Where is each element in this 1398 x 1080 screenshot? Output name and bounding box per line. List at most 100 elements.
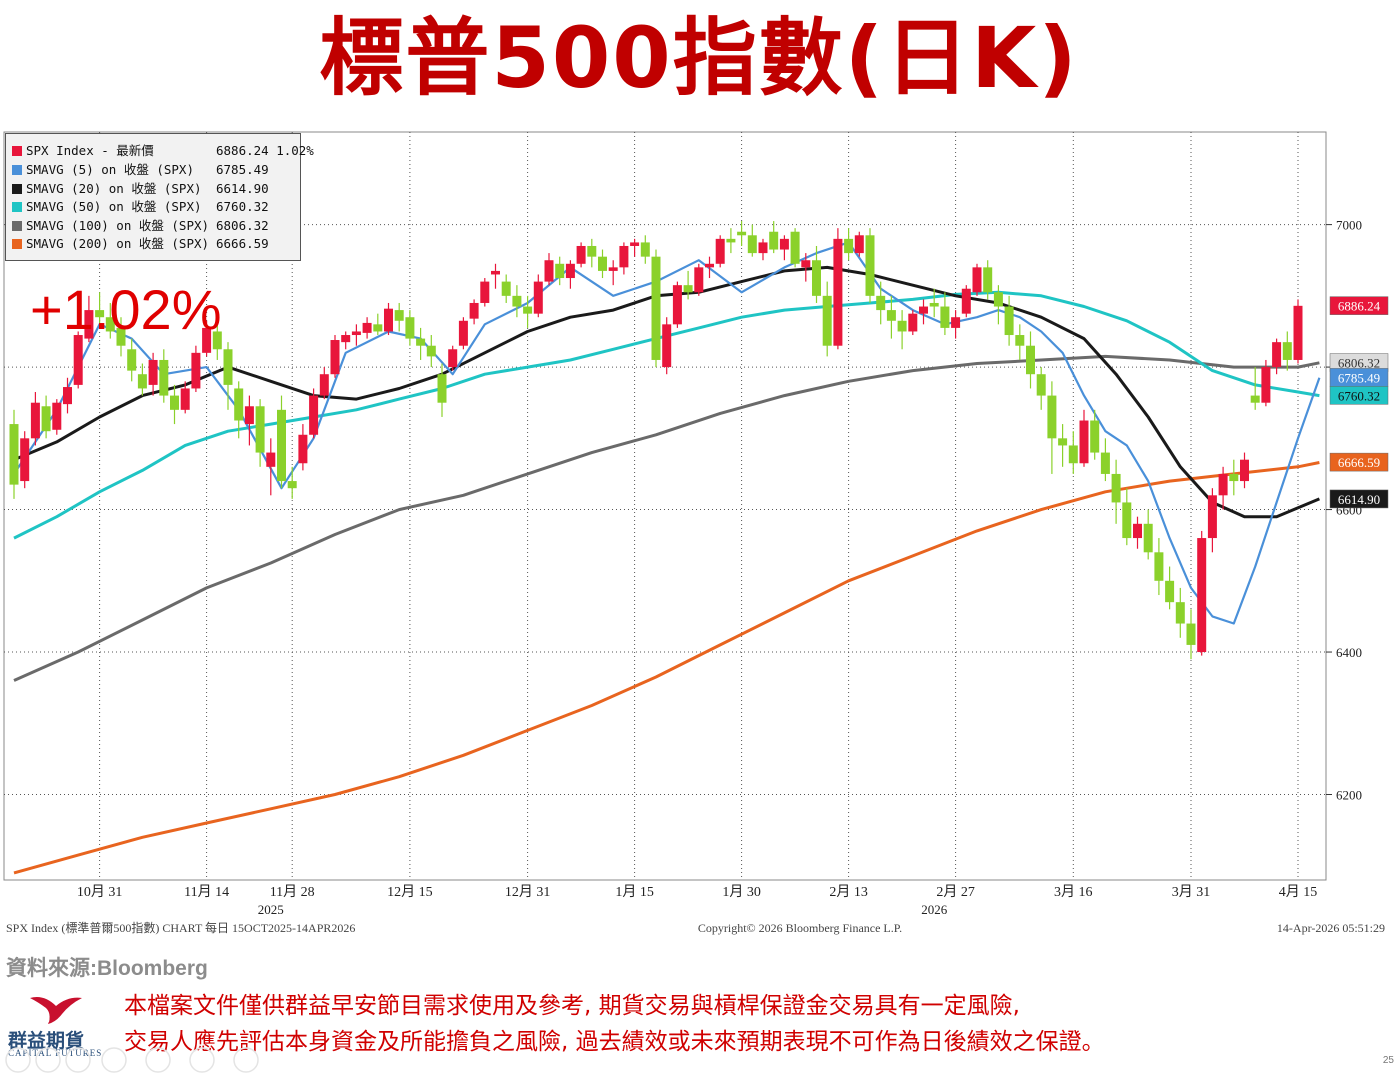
- control-circle: [65, 1047, 91, 1073]
- x-year-label: 2026: [921, 902, 948, 917]
- value-tag: [1329, 452, 1389, 472]
- candle-body: [148, 359, 158, 385]
- candle-body: [715, 238, 725, 264]
- candle-body: [191, 352, 201, 389]
- candle-body: [608, 267, 618, 271]
- candle-body: [266, 452, 276, 467]
- candle-body: [1100, 452, 1110, 474]
- candle-body: [491, 270, 500, 275]
- candle-body: [223, 349, 233, 385]
- logo-subtitle: CAPITAL FUTURES: [8, 1048, 103, 1058]
- candle-body: [1261, 367, 1271, 403]
- candle-body: [384, 308, 393, 332]
- candle-body: [170, 395, 179, 410]
- candle-body: [972, 267, 982, 293]
- candle-body: [480, 281, 490, 303]
- candle-body: [1068, 445, 1078, 464]
- candle-body: [30, 402, 40, 439]
- candle-body: [812, 260, 821, 296]
- value-tag-label: 6886.24: [1338, 299, 1381, 314]
- candle-body: [373, 324, 383, 332]
- value-tag: [1329, 489, 1389, 509]
- candle-body: [747, 235, 757, 254]
- candle-body: [394, 310, 404, 321]
- copyright-text: Copyright© 2026 Bloomberg Finance L.P.: [698, 921, 902, 935]
- candle-body: [287, 481, 297, 489]
- candle-body: [1047, 395, 1057, 439]
- legend-item-sma50: SMAVG (50) on 收盤 (SPX) 6760.32: [12, 198, 269, 216]
- legend-value: 6666.59: [216, 236, 269, 251]
- candle-body: [1165, 580, 1175, 603]
- candle-body: [351, 331, 361, 336]
- y-tick-label: 6400: [1336, 645, 1362, 660]
- candle-body: [662, 324, 672, 368]
- candle-body: [1154, 552, 1164, 581]
- legend-label: SMAVG (100) on 收盤 (SPX): [26, 218, 210, 233]
- page-title: 標普500指數(日K): [319, 9, 1079, 107]
- series-line: [13, 354, 1320, 682]
- candle-body: [127, 349, 137, 371]
- candle-body: [116, 327, 126, 346]
- candle-body: [801, 260, 811, 268]
- candle-body: [1036, 374, 1046, 396]
- candle-body: [1111, 473, 1121, 503]
- legend-label: SPX Index - 最新價: [26, 143, 154, 158]
- candle-body: [1058, 438, 1068, 446]
- candle-body: [277, 409, 286, 482]
- x-tick-label: 1月 30: [722, 884, 761, 900]
- candle-body: [298, 434, 308, 464]
- control-circle: [189, 1047, 215, 1073]
- x-tick-label: 11月 28: [270, 884, 315, 900]
- candle-body: [1197, 538, 1207, 653]
- x-year-label: 2025: [258, 902, 284, 917]
- candle-body: [73, 335, 83, 385]
- x-tick-label: 3月 16: [1054, 884, 1093, 900]
- disclaimer-line: 本檔案文件僅供群益早安節目需求使用及參考, 期貨交易與槓桿保證金交易具有一定風險…: [124, 993, 1020, 1019]
- y-tick-label: 7000: [1336, 218, 1362, 233]
- value-tag: [1329, 386, 1389, 405]
- legend-item-sma20: SMAVG (20) on 收盤 (SPX) 6614.90: [12, 180, 269, 198]
- candle-body: [234, 388, 244, 421]
- legend-swatch: [12, 184, 22, 194]
- candle-body: [790, 231, 800, 264]
- x-tick-label: 4月 15: [1279, 884, 1318, 900]
- x-tick-label: 2月 27: [936, 884, 975, 900]
- candle-body: [961, 288, 971, 314]
- page-number: 25: [1382, 1055, 1394, 1066]
- legend-item-sma100: SMAVG (100) on 收盤 (SPX) 6806.32: [12, 217, 269, 235]
- control-circle: [35, 1047, 61, 1073]
- candle-body: [458, 320, 468, 346]
- value-tag-label: 6614.90: [1338, 492, 1380, 507]
- candle-body: [1122, 502, 1132, 539]
- candle-body: [919, 306, 928, 314]
- candle-body: [908, 313, 918, 332]
- value-tag-label: 6760.32: [1338, 388, 1380, 403]
- control-circle: [145, 1047, 171, 1073]
- candle-body: [330, 340, 340, 375]
- candle-body: [726, 238, 736, 243]
- candle-body: [822, 295, 832, 346]
- candle-body: [309, 395, 319, 435]
- candle-body: [1272, 342, 1282, 368]
- candle-body: [202, 327, 212, 353]
- series-line: [13, 290, 1320, 540]
- candle-body: [1143, 523, 1153, 553]
- candle-body: [683, 285, 693, 293]
- legend-label: SMAVG (50) on 收盤 (SPX): [26, 199, 202, 214]
- candle-body: [319, 374, 329, 396]
- candle-body: [865, 235, 875, 296]
- legend-swatch: [12, 221, 22, 231]
- candle-body: [876, 295, 886, 311]
- candle-body: [769, 231, 779, 250]
- legend-swatch: [12, 239, 22, 249]
- candle-body: [159, 359, 169, 396]
- legend-swatch: [12, 165, 22, 175]
- legend-value: 6886.24 1.02%: [216, 143, 314, 158]
- candle-body: [469, 302, 479, 319]
- chart-legend: SPX Index - 最新價 6886.24 1.02% SMAVG (5) o…: [5, 133, 314, 261]
- timestamp-text: 14-Apr-2026 05:51:29: [1277, 921, 1385, 935]
- candle-body: [362, 322, 372, 333]
- value-tag-label: 6806.32: [1338, 356, 1380, 371]
- candle-body: [886, 310, 896, 321]
- candle-body: [405, 317, 415, 339]
